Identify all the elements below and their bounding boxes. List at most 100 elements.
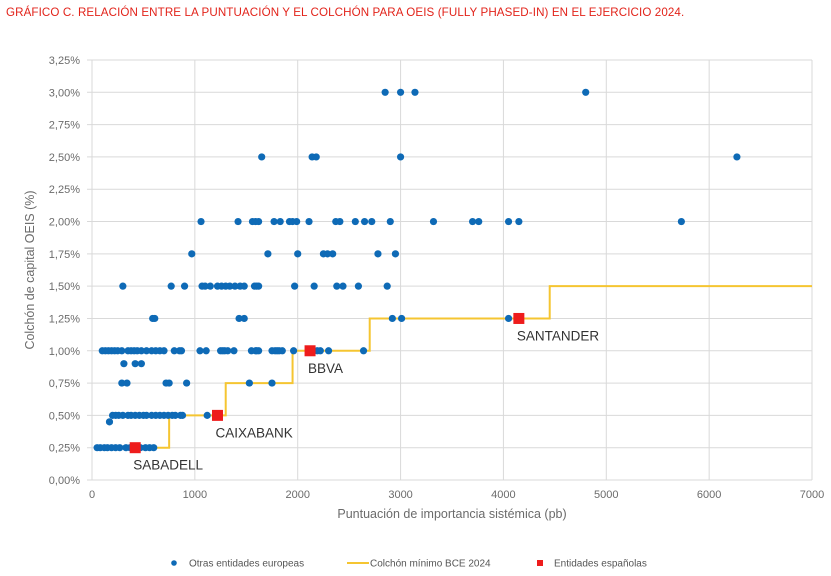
data-point [116, 444, 124, 452]
data-point [151, 314, 159, 323]
data-point [391, 250, 400, 258]
y-tick-label: 0,50% [49, 410, 80, 422]
data-point [515, 217, 523, 226]
data-point [336, 217, 344, 226]
chart-title: GRÁFICO C. RELACIÓN ENTRE LA PUNTUACIÓN … [6, 6, 685, 19]
data-point [118, 347, 126, 355]
data-point [234, 217, 242, 226]
grid [87, 59, 813, 481]
data-point [733, 153, 741, 161]
legend-label: Otras entidades europeas [189, 559, 304, 570]
x-tick-label: 1000 [183, 489, 207, 501]
data-point [468, 217, 477, 226]
data-point [270, 217, 278, 226]
data-point [291, 282, 299, 290]
data-point [582, 88, 590, 96]
x-tick-label: 3000 [388, 489, 412, 501]
data-point [188, 250, 196, 258]
data-point [231, 282, 239, 290]
data-point [201, 282, 209, 290]
data-point [411, 88, 419, 96]
data-point [268, 379, 276, 387]
x-tick-label: 0 [89, 489, 95, 501]
legend-square-icon [537, 560, 543, 566]
y-tick-label: 0,00% [49, 475, 80, 487]
y-tick-label: 2,75% [49, 120, 80, 132]
data-point [170, 347, 178, 355]
data-point [171, 411, 179, 419]
data-point [258, 153, 266, 161]
data-point [354, 282, 362, 290]
data-point [224, 347, 232, 355]
legend-dot-icon [171, 560, 177, 566]
data-point [475, 217, 483, 226]
data-point [677, 217, 685, 226]
x-tick-label: 7000 [800, 489, 824, 501]
data-point [333, 282, 341, 290]
data-point [119, 282, 127, 290]
legend-label: Colchón mínimo BCE 2024 [370, 559, 491, 570]
data-point [396, 153, 405, 161]
data-point [180, 282, 189, 290]
data-point [324, 347, 333, 355]
data-point [226, 282, 234, 290]
y-tick-label: 1,00% [49, 346, 80, 358]
data-point [206, 282, 214, 290]
y-tick-label: 1,50% [49, 281, 80, 293]
data-point [374, 250, 382, 258]
data-point [142, 347, 151, 355]
step-line-series [122, 285, 812, 449]
data-point [360, 217, 369, 226]
dots-series [93, 88, 741, 452]
data-point [255, 217, 263, 226]
data-point [240, 314, 248, 323]
data-point [255, 282, 263, 290]
data-point [105, 418, 114, 426]
spanish-entity-marker [513, 312, 525, 324]
data-point [293, 217, 301, 226]
data-point [131, 360, 139, 368]
entity-label: CAIXABANK [215, 425, 292, 440]
data-point [120, 360, 128, 368]
data-point [316, 347, 324, 355]
data-point [230, 347, 238, 355]
data-point [137, 347, 145, 355]
entity-label: BBVA [308, 361, 343, 376]
data-point [150, 444, 158, 452]
data-point [386, 217, 394, 226]
data-point [381, 88, 389, 96]
data-point [118, 379, 126, 387]
data-point [305, 217, 313, 226]
data-point [383, 282, 391, 290]
data-point [245, 379, 253, 387]
legend-label: Entidades españolas [554, 559, 647, 570]
data-point [351, 217, 359, 226]
data-point [368, 217, 376, 226]
spanish-entity-marker [129, 442, 141, 454]
data-point [429, 217, 438, 226]
data-point [177, 347, 186, 355]
x-axis-label: Puntuación de importancia sistémica (pb) [337, 507, 566, 521]
x-tick-label: 4000 [491, 489, 515, 501]
data-point [312, 153, 320, 161]
data-point [278, 347, 286, 355]
data-point [123, 379, 131, 387]
data-point [197, 217, 205, 226]
data-point [160, 347, 168, 355]
data-point [142, 411, 151, 419]
data-point [167, 282, 175, 290]
data-point [323, 250, 332, 258]
data-point [240, 282, 248, 290]
data-point [235, 314, 243, 323]
data-point [504, 217, 513, 226]
y-tick-label: 1,75% [49, 249, 80, 261]
data-point [196, 347, 204, 355]
data-point [294, 250, 302, 258]
data-point [255, 347, 263, 355]
data-point [388, 314, 396, 323]
spanish-entity-marker [304, 345, 316, 357]
y-tick-label: 2,50% [49, 152, 80, 164]
x-tick-label: 6000 [697, 489, 721, 501]
spanish-entity-marker [211, 409, 223, 421]
data-point [504, 314, 513, 323]
